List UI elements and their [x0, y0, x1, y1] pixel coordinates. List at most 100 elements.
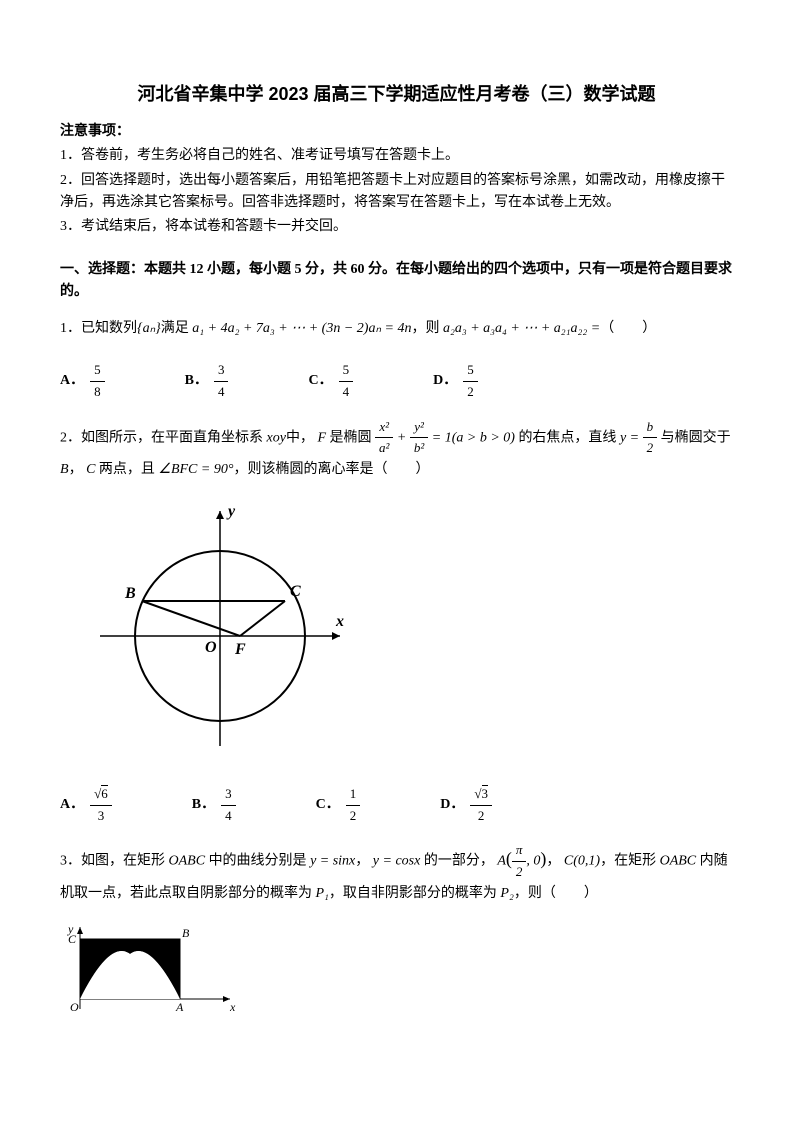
q2-prefix: 2．如图所示，在平面直角坐标系 [60, 430, 263, 445]
option-label-a: A． [60, 797, 84, 812]
q1-b-num: 3 [214, 360, 229, 382]
q2-ellipse-num2: y² [410, 417, 428, 439]
q2-option-d: D．√32 [440, 784, 492, 827]
q1-option-b: B． 34 [185, 360, 229, 403]
q3-mid5: ，在矩形 [600, 854, 656, 869]
q2-fig-B-label: B [124, 585, 136, 602]
q2-xoy: xoy [267, 430, 286, 445]
q2-fig-x-label: x [335, 613, 344, 630]
q2-mid7: ，则该椭圆的离心率是（ ） [233, 462, 429, 477]
q2-mid6: 两点，且 [99, 462, 155, 477]
q2-a-num: √6 [90, 784, 112, 806]
q3-ycosx: y = cosx [373, 854, 421, 869]
q3-A-suffix: , 0 [526, 854, 540, 869]
q2-options: A．√63 B．34 C．12 D．√32 [60, 784, 733, 827]
q3-P1: P₁ [316, 886, 329, 901]
option-label-c: C． [308, 373, 332, 388]
q1-mid2: ，则 [411, 321, 439, 336]
question-2: 2．如图所示，在平面直角坐标系 xoy中， F 是椭圆 x²a² + y²b² … [60, 417, 733, 827]
q1-d-num: 5 [463, 360, 478, 382]
q2-F: F [317, 430, 326, 445]
q1-options: A．58 B．34 C．54 D．52 [60, 360, 733, 403]
q2-mid3: 的右焦点，直线 [518, 430, 616, 445]
q2-C: C [86, 462, 95, 477]
option-label-d: D． [433, 373, 457, 388]
q3-mid7: ，取自非阴影部分的概率为 [329, 886, 497, 901]
q2-b-den: 4 [221, 806, 236, 827]
q3-OABC: OABC [169, 854, 206, 869]
q2-ellipse-cond: = 1(a > b > 0) [432, 430, 515, 445]
q2-b-num: 3 [221, 784, 236, 806]
q2-option-b: B． 34 [192, 784, 236, 827]
q2-figure: y x O F B C [90, 496, 733, 764]
q3-fig-x-label: x [229, 1000, 236, 1014]
q3-mid2: ， [355, 854, 369, 869]
q2-c-num: 1 [346, 784, 361, 806]
q3-fig-B-label: B [182, 926, 190, 940]
q2-angle: ∠BFC = 90° [158, 462, 233, 477]
q3-mid4: ， [546, 854, 560, 869]
q2-ellipse-den2: b² [410, 438, 428, 459]
q1-suffix: （ ） [600, 321, 656, 336]
q2-mid2: 是椭圆 [330, 430, 372, 445]
q3-mid3: 的一部分， [424, 854, 494, 869]
q1-seq: {aₙ} [137, 321, 161, 336]
q2-option-a: A． √63 [60, 784, 112, 827]
q2-d-num: √3 [470, 784, 492, 806]
q1-option-d: D． 52 [433, 360, 478, 403]
question-2-text: 2．如图所示，在平面直角坐标系 xoy中， F 是椭圆 x²a² + y²b² … [60, 417, 733, 482]
q2-c-den: 2 [346, 806, 361, 827]
option-label-c: C． [316, 797, 340, 812]
q1-prefix: 1．已知数列 [60, 321, 137, 336]
q2-ellipse-diagram: y x O F B C [90, 496, 350, 756]
q2-line-prefix: y = [620, 430, 643, 445]
q2-fig-O-label: O [205, 639, 217, 656]
instruction-2: 2．回答选择题时，选出每小题答案后，用铅笔把答题卡上对应题目的答案标号涂黑，如需… [60, 170, 733, 215]
q1-formula2: a₂a₃ + a₃a₄ + ⋯ + a₂₁a₂₂ = [443, 321, 600, 336]
option-label-b: B． [185, 373, 208, 388]
q3-C-point: C(0,1) [564, 854, 600, 869]
q2-fig-C-label: C [290, 583, 301, 600]
instruction-1: 1．答卷前，考生务必将自己的姓名、准考证号填写在答题卡上。 [60, 145, 733, 167]
question-1-text: 1．已知数列{aₙ}满足 a₁ + 4a₂ + 7a₃ + ⋯ + (3n − … [60, 318, 733, 340]
q1-c-num: 5 [339, 360, 354, 382]
q3-mid1: 中的曲线分别是 [209, 854, 307, 869]
option-label-a: A． [60, 373, 84, 388]
q2-plus: + [397, 430, 410, 445]
q3-A-den: 2 [512, 862, 527, 883]
option-label-b: B． [192, 797, 215, 812]
q2-B: B [60, 462, 69, 477]
q2-fig-F-label: F [234, 641, 246, 658]
q1-a-num: 5 [90, 360, 105, 382]
q3-A-num: π [512, 840, 527, 862]
q1-d-den: 2 [463, 382, 478, 403]
q1-c-den: 4 [339, 382, 354, 403]
q1-mid1: 满足 [161, 321, 189, 336]
q3-figure: y x O A B C [60, 919, 733, 1027]
q3-rectangle-diagram: y x O A B C [60, 919, 240, 1019]
instructions-header: 注意事项： [60, 121, 733, 143]
q1-option-a: A．58 [60, 360, 105, 403]
q3-mid8: ，则（ ） [514, 886, 598, 901]
q1-b-den: 4 [214, 382, 229, 403]
q2-a-den: 3 [90, 806, 112, 827]
q3-fig-O-label: O [70, 1000, 79, 1014]
q3-prefix: 3．如图，在矩形 [60, 854, 165, 869]
q2-ellipse-num1: x² [375, 417, 393, 439]
q2-mid4: 与椭圆交于 [661, 430, 731, 445]
question-1: 1．已知数列{aₙ}满足 a₁ + 4a₂ + 7a₃ + ⋯ + (3n − … [60, 318, 733, 403]
q1-option-c: C． 54 [308, 360, 353, 403]
page-title: 河北省辛集中学 2023 届高三下学期适应性月考卷（三）数学试题 [60, 80, 733, 109]
q1-formula: a₁ + 4a₂ + 7a₃ + ⋯ + (3n − 2)aₙ = 4n [192, 321, 411, 336]
q2-option-c: C． 12 [316, 784, 361, 827]
q2-line-num: b [643, 417, 658, 439]
option-label-d: D． [440, 797, 464, 812]
q2-line-den: 2 [643, 438, 658, 459]
instruction-3: 3．考试结束后，将本试卷和答题卡一并交回。 [60, 216, 733, 238]
q3-ysinx: y = sinx [310, 854, 355, 869]
q2-fig-y-label: y [226, 503, 236, 520]
section-1-header: 一、选择题：本题共 12 小题，每小题 5 分，共 60 分。在每小题给出的四个… [60, 259, 733, 304]
question-3-text: 3．如图，在矩形 OABC 中的曲线分别是 y = sinx， y = cosx… [60, 840, 733, 905]
q3-fig-A-label: A [175, 1000, 184, 1014]
q3-P2: P₂ [500, 886, 513, 901]
